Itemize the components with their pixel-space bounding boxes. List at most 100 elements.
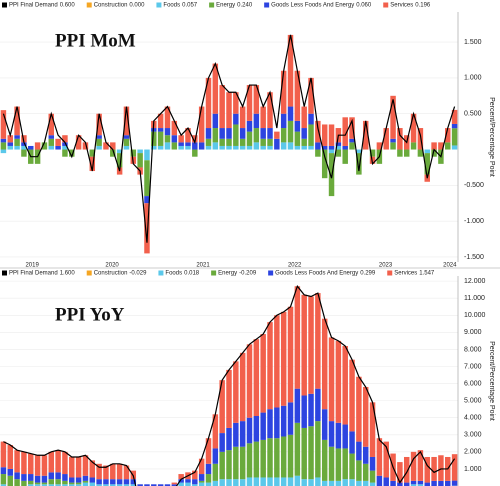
bar-segment	[185, 145, 191, 150]
bar-segment	[178, 135, 184, 143]
bar-segment	[171, 142, 178, 150]
y-tick-label: -0.500	[464, 182, 484, 189]
legend-label: Foods	[163, 3, 180, 9]
bar-segment	[205, 138, 212, 146]
bar-segment	[130, 149, 137, 157]
bar-segment	[369, 402, 376, 457]
bar-segment	[349, 138, 355, 143]
bar-segment	[123, 106, 130, 136]
bar-segment	[144, 160, 150, 197]
bar-segment	[89, 482, 96, 486]
bar-segment	[164, 128, 171, 136]
bar-segment	[34, 475, 41, 483]
bar-segment	[62, 135, 68, 143]
bar-segment	[280, 477, 287, 486]
bar-segment	[103, 484, 109, 486]
bar-segment	[246, 477, 253, 486]
bar-segment	[198, 482, 205, 486]
bar-segment	[301, 479, 307, 486]
bar-segment	[267, 477, 273, 486]
bar-segment	[246, 443, 253, 478]
bar-segment	[397, 482, 403, 486]
bar-segment	[267, 92, 273, 129]
bar-segment	[397, 128, 403, 150]
x-tick-label: 2021	[196, 263, 210, 269]
bar-segment	[315, 120, 321, 143]
bar-segment	[315, 149, 321, 157]
y-tick-label: 6.000	[464, 380, 482, 387]
bar-segment	[48, 113, 55, 136]
bar-segment	[55, 138, 61, 146]
bar-segment	[253, 128, 260, 143]
bar-segment	[308, 296, 314, 394]
bar-segment	[185, 479, 191, 483]
bar-segment	[335, 480, 342, 486]
bar-segment	[55, 450, 61, 473]
bar-segment	[75, 484, 82, 486]
bar-segment	[82, 482, 89, 486]
bar-segment	[328, 480, 335, 486]
bar-segment	[48, 484, 55, 486]
bar-segment	[267, 145, 273, 150]
legend-swatch	[387, 270, 393, 276]
bar-segment	[431, 480, 437, 486]
bar-segment	[185, 142, 191, 146]
legend-swatch	[264, 2, 270, 8]
bar-segment	[301, 106, 307, 129]
bar-segment	[410, 451, 417, 481]
bar-segment	[342, 424, 348, 449]
bar-segment	[226, 145, 232, 150]
bar-segment	[171, 120, 178, 136]
bar-segment	[253, 416, 260, 442]
bar-segment	[445, 480, 451, 486]
bar-segment	[96, 135, 102, 139]
bar-segment	[335, 149, 342, 157]
bar-segment	[205, 128, 212, 139]
bar-segment	[14, 145, 20, 150]
bar-segment	[301, 138, 307, 146]
bar-segment	[48, 145, 55, 150]
line	[3, 285, 456, 486]
bar-segment	[62, 474, 68, 481]
bar-segment	[424, 456, 430, 483]
legend-label: Construction	[94, 271, 128, 277]
bar-segment	[369, 149, 376, 157]
bar-segment	[451, 123, 458, 129]
bar-segment	[157, 484, 164, 486]
bar-segment	[274, 438, 280, 478]
legend-label: PPI Final Demand	[9, 271, 58, 277]
bar-segment	[144, 203, 150, 254]
bar-segment	[21, 451, 27, 475]
bar-segment	[55, 479, 61, 485]
bar-segment	[287, 402, 294, 435]
legend-label: Goods Less Foods And Energy	[271, 3, 354, 9]
bar-segment	[321, 124, 328, 146]
bar-segment	[246, 85, 253, 121]
bar-segment	[342, 346, 348, 425]
bar-segment	[342, 145, 348, 150]
line	[2, 34, 456, 243]
bar-segment	[239, 446, 246, 480]
bar-segment	[69, 456, 75, 478]
bar-segment	[417, 450, 424, 481]
bar-segment	[315, 293, 321, 389]
bar-segment	[151, 131, 157, 146]
bar-segment	[253, 113, 260, 129]
bar-segment	[308, 426, 314, 480]
bar-segment	[28, 453, 34, 475]
bar-segment	[301, 294, 307, 396]
bar-segment	[362, 480, 369, 486]
bar-segment	[294, 422, 301, 476]
legend-label: Services	[390, 3, 413, 9]
bar-segment	[274, 131, 280, 139]
bar-segment	[171, 484, 178, 486]
bar-segment	[390, 95, 396, 139]
bar-segment	[48, 451, 55, 473]
bar-segment	[212, 448, 219, 464]
legend-value: 0.196	[415, 3, 431, 9]
bar-segment	[308, 77, 314, 114]
bar-segment	[233, 92, 239, 114]
bar-segment	[287, 306, 294, 403]
bar-segment	[233, 124, 239, 146]
bar-segment	[123, 135, 130, 139]
